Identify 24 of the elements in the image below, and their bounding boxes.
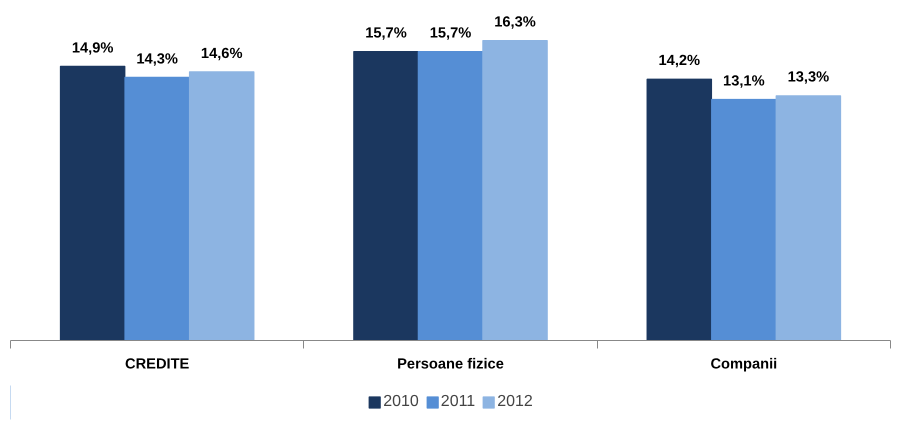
- data-label: 13,1%: [723, 73, 765, 90]
- legend-label: 2010: [383, 393, 419, 411]
- bar: [418, 51, 484, 340]
- bar: [776, 95, 842, 340]
- data-label: 14,2%: [658, 53, 700, 70]
- data-label: 14,6%: [200, 46, 242, 62]
- bar: [353, 51, 419, 340]
- x-tick-label: Companii: [710, 356, 778, 372]
- data-label: 15,7%: [365, 26, 407, 42]
- legend-label: 2012: [497, 393, 533, 411]
- bar: [482, 40, 548, 340]
- data-label: 15,7%: [430, 26, 472, 42]
- data-label: 14,9%: [72, 40, 114, 56]
- data-label: 16,3%: [494, 14, 536, 30]
- bar: [188, 71, 254, 340]
- data-label: 13,3%: [788, 70, 830, 86]
- x-tick-label: CREDITE: [125, 356, 190, 372]
- legend-label: 2011: [440, 393, 476, 411]
- bar: [124, 76, 190, 340]
- bar: [711, 98, 777, 340]
- data-label: 14,3%: [136, 51, 178, 68]
- bar: [646, 78, 712, 340]
- bar: [60, 66, 126, 340]
- x-tick-label: Persoane fizice: [397, 356, 504, 372]
